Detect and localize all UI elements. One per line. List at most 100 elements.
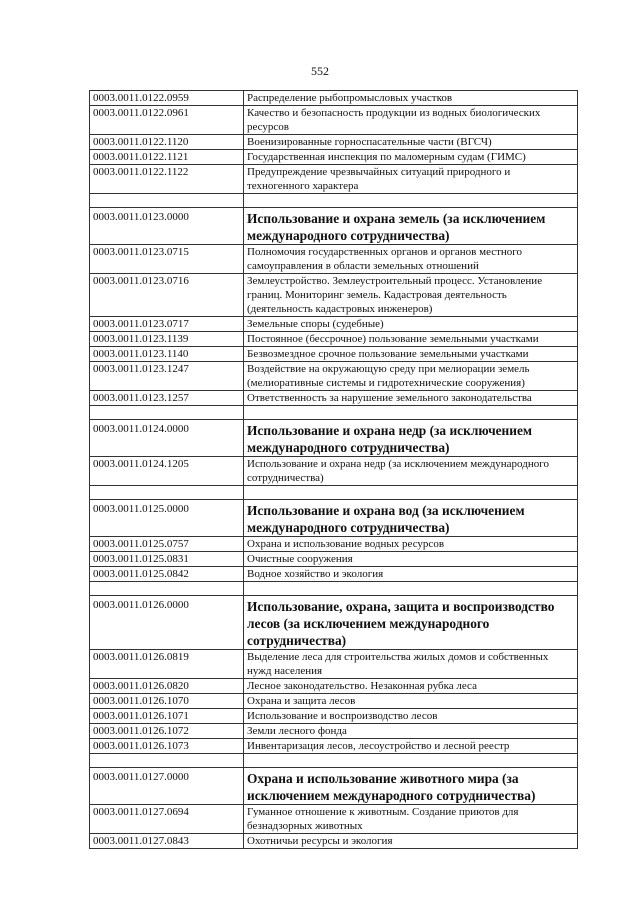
row-description: Земельные споры (судебные) [243,316,578,332]
row-description: Распределение рыбопромысловых участков [243,90,578,106]
row-description: Качество и безопасность продукции из вод… [243,105,578,135]
row-code: 0003.0011.0123.0717 [89,316,244,332]
row-code [89,485,244,500]
row-description: Земли лесного фонда [243,723,578,739]
row-description: Использование и охрана земель (за исключ… [243,207,578,245]
section-header-row: 0003.0011.0127.0000 Охрана и использовани… [89,767,578,805]
table-row: 0003.0011.0125.0757 Охрана и использовани… [89,536,578,552]
row-description: Использование и охрана вод (за исключени… [243,499,578,537]
table-row: 0003.0011.0127.0843 Охотничьи ресурсы и э… [89,833,578,849]
row-code: 0003.0011.0122.1120 [89,134,244,150]
row-code: 0003.0011.0124.1205 [89,456,244,486]
table-row: 0003.0011.0122.0961 Качество и безопаснос… [89,105,578,135]
row-code [89,193,244,208]
row-code: 0003.0011.0123.0715 [89,244,244,274]
row-description: Использование и охрана недр (за исключен… [243,456,578,486]
table-row: 0003.0011.0126.0820 Лесное законодательст… [89,678,578,694]
section-header-row: 0003.0011.0125.0000 Использование и охран… [89,499,578,537]
row-description [243,485,578,500]
row-description: Охрана и защита лесов [243,693,578,709]
table-row: 0003.0011.0126.1073 Инвентаризация лесов,… [89,738,578,754]
row-description: Водное хозяйство и экология [243,566,578,582]
table-row: 0003.0011.0123.0715 Полномочия государств… [89,244,578,274]
row-description: Очистные сооружения [243,551,578,567]
row-code: 0003.0011.0126.1070 [89,693,244,709]
row-description [243,193,578,208]
row-description: Выделение леса для строительства жилых д… [243,649,578,679]
table-row: 0003.0011.0127.0694 Гуманное отношение к … [89,804,578,834]
table-row: 0003.0011.0123.1247 Воздействие на окружа… [89,361,578,391]
row-description: Постоянное (бессрочное) пользование земе… [243,331,578,347]
row-description: Военизированные горноспасательные части … [243,134,578,150]
table-row: 0003.0011.0123.1139 Постоянное (бессрочно… [89,331,578,347]
row-description: Безвозмездное срочное пользование земель… [243,346,578,362]
section-header-row: 0003.0011.0123.0000 Использование и охран… [89,207,578,245]
row-description: Охрана и использование животного мира (з… [243,767,578,805]
section-header-row: 0003.0011.0126.0000 Использование, охрана… [89,595,578,650]
row-description [243,753,578,768]
table-row: 0003.0011.0122.1120 Военизированные горно… [89,134,578,150]
row-code: 0003.0011.0125.0000 [89,499,244,537]
row-description [243,581,578,596]
table-row: 0003.0011.0125.0831 Очистные сооружения [89,551,578,567]
row-description: Охрана и использование водных ресурсов [243,536,578,552]
empty-row [89,581,578,596]
table-row: 0003.0011.0125.0842 Водное хозяйство и эк… [89,566,578,582]
row-code: 0003.0011.0122.1122 [89,164,244,194]
row-code: 0003.0011.0126.0000 [89,595,244,650]
row-code: 0003.0011.0126.1071 [89,708,244,724]
table-row: 0003.0011.0126.1070 Охрана и защита лесов [89,693,578,709]
page-number: 552 [311,64,329,78]
row-code [89,753,244,768]
row-code: 0003.0011.0125.0842 [89,566,244,582]
row-description: Гуманное отношение к животным. Создание … [243,804,578,834]
row-code: 0003.0011.0126.0820 [89,678,244,694]
table-row: 0003.0011.0126.0819 Выделение леса для ст… [89,649,578,679]
row-description: Использование и воспроизводство лесов [243,708,578,724]
classifier-table: 0003.0011.0122.0959 Распределение рыбопро… [89,90,578,849]
table-row: 0003.0011.0122.1122 Предупреждение чрезвы… [89,164,578,194]
table-row: 0003.0011.0126.1071 Использование и воспр… [89,708,578,724]
row-code [89,581,244,596]
table-row: 0003.0011.0122.1121 Государственная инспе… [89,149,578,165]
row-code: 0003.0011.0123.1247 [89,361,244,391]
row-code: 0003.0011.0122.0959 [89,90,244,106]
row-code: 0003.0011.0123.0716 [89,273,244,317]
row-code: 0003.0011.0127.0843 [89,833,244,849]
row-code: 0003.0011.0125.0831 [89,551,244,567]
row-description: Государственная инспекция по маломерным … [243,149,578,165]
section-header-row: 0003.0011.0124.0000 Использование и охран… [89,419,578,457]
row-description: Охотничьи ресурсы и экология [243,833,578,849]
row-code: 0003.0011.0122.1121 [89,149,244,165]
table-row: 0003.0011.0126.1072 Земли лесного фонда [89,723,578,739]
row-code: 0003.0011.0126.0819 [89,649,244,679]
empty-row [89,193,578,208]
row-description: Полномочия государственных органов и орг… [243,244,578,274]
row-description: Землеустройство. Землеустроительный проц… [243,273,578,317]
table-row: 0003.0011.0122.0959 Распределение рыбопро… [89,90,578,106]
row-description: Лесное законодательство. Незаконная рубк… [243,678,578,694]
row-code: 0003.0011.0127.0000 [89,767,244,805]
row-code: 0003.0011.0126.1072 [89,723,244,739]
row-code: 0003.0011.0123.1139 [89,331,244,347]
row-description: Воздействие на окружающую среду при мели… [243,361,578,391]
table-row: 0003.0011.0124.1205 Использование и охран… [89,456,578,486]
row-description: Инвентаризация лесов, лесоустройство и л… [243,738,578,754]
empty-row [89,405,578,420]
row-code: 0003.0011.0126.1073 [89,738,244,754]
row-code: 0003.0011.0124.0000 [89,419,244,457]
row-description: Предупреждение чрезвычайных ситуаций при… [243,164,578,194]
table-row: 0003.0011.0123.0716 Землеустройство. Земл… [89,273,578,317]
row-description: Использование и охрана недр (за исключен… [243,419,578,457]
row-code: 0003.0011.0127.0694 [89,804,244,834]
row-code [89,405,244,420]
row-description [243,405,578,420]
empty-row [89,753,578,768]
row-description: Ответственность за нарушение земельного … [243,390,578,406]
table-row: 0003.0011.0123.1140 Безвозмездное срочное… [89,346,578,362]
table-row: 0003.0011.0123.0717 Земельные споры (суде… [89,316,578,332]
row-code: 0003.0011.0123.1257 [89,390,244,406]
row-code: 0003.0011.0125.0757 [89,536,244,552]
row-code: 0003.0011.0123.0000 [89,207,244,245]
row-description: Использование, охрана, защита и воспроиз… [243,595,578,650]
